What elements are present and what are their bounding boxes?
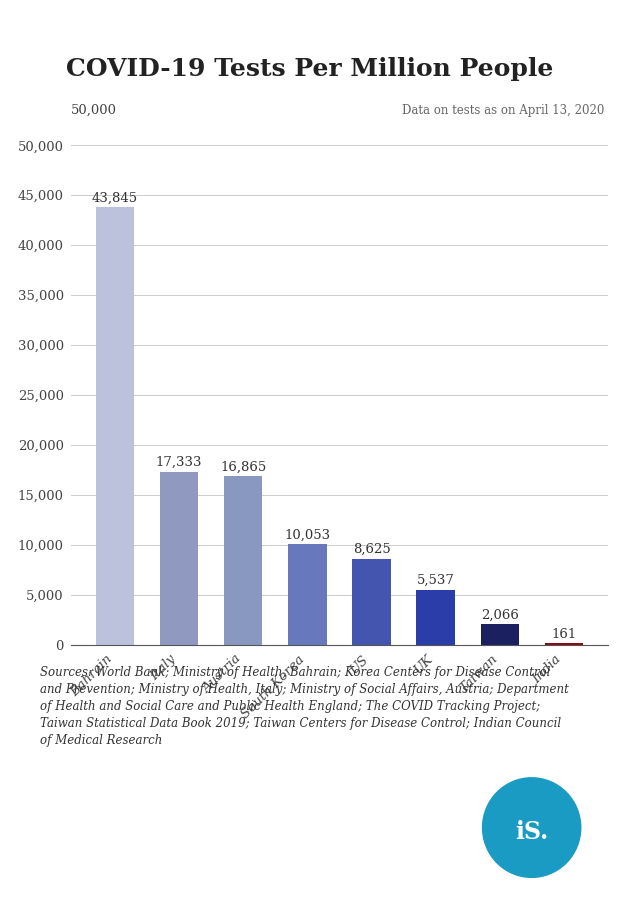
Text: 2,066: 2,066 [481, 609, 519, 621]
Text: 17,333: 17,333 [156, 456, 202, 469]
Text: 10,053: 10,053 [285, 529, 330, 542]
Bar [288, 545, 327, 645]
Text: Sources: World Bank; Ministry of Health, Bahrain; Korea Centers for Disease Cont: Sources: World Bank; Ministry of Health,… [40, 666, 569, 747]
Text: 8,625: 8,625 [353, 543, 391, 557]
Text: COVID-19 Tests Per Million People: COVID-19 Tests Per Million People [66, 57, 554, 80]
Text: 5,537: 5,537 [417, 574, 454, 587]
Text: 16,865: 16,865 [220, 461, 267, 474]
Bar [224, 476, 262, 645]
Text: 50,000: 50,000 [71, 104, 117, 116]
Text: iS.: iS. [515, 820, 548, 843]
Text: 43,845: 43,845 [92, 191, 138, 204]
Bar [480, 624, 519, 645]
Circle shape [482, 778, 581, 878]
Bar [160, 472, 198, 645]
Text: Data on tests as on April 13, 2020: Data on tests as on April 13, 2020 [402, 104, 604, 116]
Bar [352, 558, 391, 645]
Bar [417, 590, 455, 645]
Text: 161: 161 [551, 628, 577, 640]
Bar [95, 207, 134, 645]
Bar [545, 643, 583, 645]
